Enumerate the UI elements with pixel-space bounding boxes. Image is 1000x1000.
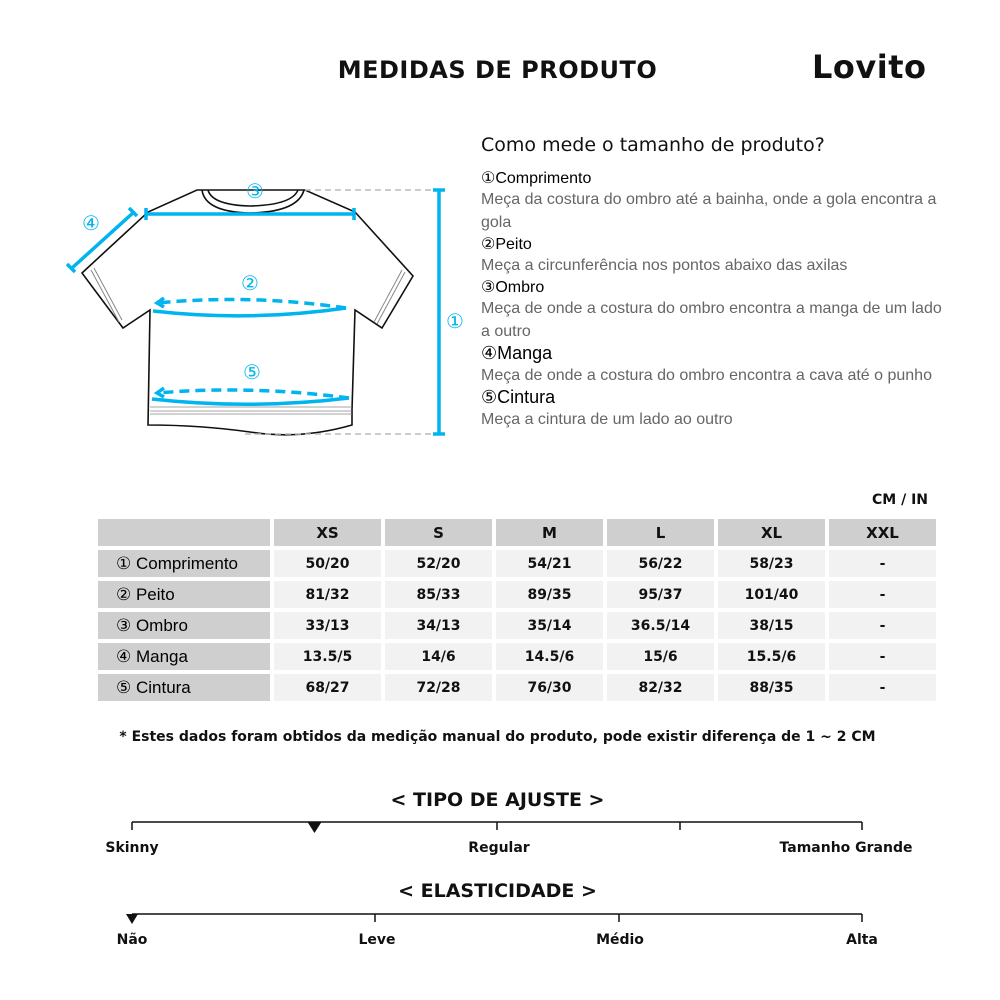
page-title: MEDIDAS DE PRODUTO xyxy=(337,56,658,84)
column-header xyxy=(98,519,270,546)
brand-logo: Lovito xyxy=(812,48,927,86)
table-cell: 15.5/6 xyxy=(718,643,825,670)
guide-title: ①Comprimento xyxy=(481,170,592,187)
column-header: S xyxy=(385,519,492,546)
row-label: ② Peito xyxy=(98,581,270,608)
guide-desc: Meça da costura do ombro até a bainha, o… xyxy=(481,191,937,231)
elasticity-marker xyxy=(126,914,138,924)
column-header: L xyxy=(607,519,714,546)
table-cell: 52/20 xyxy=(385,550,492,577)
guide-title: ③Ombro xyxy=(481,279,545,296)
table-cell: 54/21 xyxy=(496,550,603,577)
elasticity-title: < ELASTICIDADE > xyxy=(398,880,597,902)
table-cell: - xyxy=(829,674,936,701)
table-cell: 35/14 xyxy=(496,612,603,639)
table-cell: - xyxy=(829,643,936,670)
label-1: ① xyxy=(446,309,464,333)
guide-title: ④Manga xyxy=(481,343,553,363)
table-cell: 101/40 xyxy=(718,581,825,608)
table-cell: 82/32 xyxy=(607,674,714,701)
table-cell: - xyxy=(829,612,936,639)
elasticity-label: Alta xyxy=(846,932,878,948)
table-cell: 85/33 xyxy=(385,581,492,608)
measurement-lines xyxy=(65,188,445,436)
table-row: ④ Manga 13.5/5 14/6 14.5/6 15/6 15.5/6- xyxy=(98,643,936,670)
row-label: ③ Ombro xyxy=(98,612,270,639)
table-cell: 14/6 xyxy=(385,643,492,670)
unit-label: CM / IN xyxy=(872,492,928,508)
guide-title: ②Peito xyxy=(481,236,532,253)
label-2: ② xyxy=(241,271,259,295)
guide-heading: Como mede o tamanho de produto? xyxy=(481,134,825,156)
table-cell: 58/23 xyxy=(718,550,825,577)
guide-title: ⑤Cintura xyxy=(481,387,556,407)
table-cell: 38/15 xyxy=(718,612,825,639)
table-row: ② Peito 81/32 85/33 89/35 95/37 101/40- xyxy=(98,581,936,608)
elasticity-label: Leve xyxy=(358,932,396,948)
elasticity-scale xyxy=(126,913,863,924)
elasticity-label: Médio xyxy=(596,932,644,948)
table-cell: 56/22 xyxy=(607,550,714,577)
table-cell: 76/30 xyxy=(496,674,603,701)
table-cell: 50/20 xyxy=(274,550,381,577)
fit-scale xyxy=(131,821,863,833)
table-row: ⑤ Cintura 68/27 72/28 76/30 82/32 88/35- xyxy=(98,674,936,701)
column-header: XL xyxy=(718,519,825,546)
table-cell: 89/35 xyxy=(496,581,603,608)
guide-desc: Meça a circunferência nos pontos abaixo … xyxy=(481,257,848,274)
table-cell: - xyxy=(829,581,936,608)
table-cell: 34/13 xyxy=(385,612,492,639)
label-5: ⑤ xyxy=(243,360,261,384)
table-cell: 13.5/5 xyxy=(274,643,381,670)
table-row: ③ Ombro 33/13 34/13 35/14 36.5/14 38/15- xyxy=(98,612,936,639)
column-header: XS xyxy=(274,519,381,546)
table-cell: 14.5/6 xyxy=(496,643,603,670)
fit-marker xyxy=(307,822,322,833)
table-cell: 33/13 xyxy=(274,612,381,639)
fit-label: Skinny xyxy=(105,840,159,856)
table-cell: 68/27 xyxy=(274,674,381,701)
table-cell: 72/28 xyxy=(385,674,492,701)
guide-desc: Meça de onde a costura do ombro encontra… xyxy=(481,367,932,384)
shirt-diagram: ① ② ③ ④ ⑤ xyxy=(65,179,464,436)
guide-desc: Meça de onde a costura do ombro encontra… xyxy=(481,300,942,340)
fit-label: Regular xyxy=(468,840,530,856)
disclaimer: * Estes dados foram obtidos da medição m… xyxy=(119,729,876,745)
column-header: XXL xyxy=(829,519,936,546)
fit-title: < TIPO DE AJUSTE > xyxy=(390,789,605,811)
table-cell: 81/32 xyxy=(274,581,381,608)
row-label: ① Comprimento xyxy=(98,550,270,577)
row-label: ④ Manga xyxy=(98,643,270,670)
table-row: ① Comprimento 50/20 52/20 54/21 56/22 58/23- xyxy=(98,550,936,577)
table-cell: 95/37 xyxy=(607,581,714,608)
table-cell: - xyxy=(829,550,936,577)
table-cell: 15/6 xyxy=(607,643,714,670)
size-table: XS S M L XL XXL ① Comprimento 50/20 52/20 54/21 5… xyxy=(94,515,940,705)
elasticity-label: Não xyxy=(116,932,148,948)
label-3: ③ xyxy=(246,179,264,203)
column-header: M xyxy=(496,519,603,546)
table-cell: 88/35 xyxy=(718,674,825,701)
fit-label: Tamanho Grande xyxy=(779,840,913,856)
guide-desc: Meça a cintura de um lado ao outro xyxy=(481,411,733,428)
row-label: ⑤ Cintura xyxy=(98,674,270,701)
label-4: ④ xyxy=(82,211,100,235)
table-cell: 36.5/14 xyxy=(607,612,714,639)
